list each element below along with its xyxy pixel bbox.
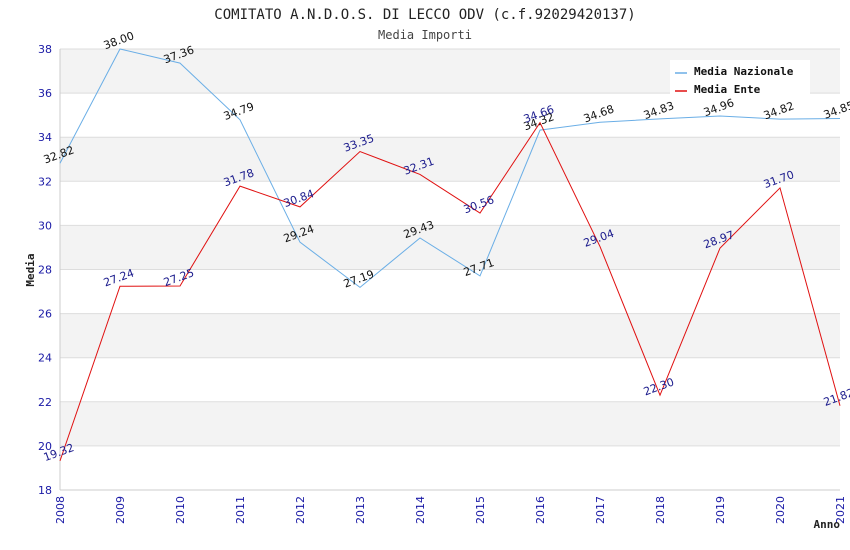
grid-bands — [59, 48, 840, 491]
x-tick-label: 2017 — [594, 496, 607, 524]
legend-box — [670, 60, 810, 98]
x-axis-ticks: 2008 2009 2010 2011 2012 2013 2014 2015 2016 2017… — [54, 496, 847, 524]
series-line-media-ente — [59, 121, 841, 462]
grid-band — [60, 313, 840, 358]
x-tick-label: 2009 — [114, 496, 127, 524]
y-tick-label: 32 — [38, 175, 52, 188]
legend-item-media-ente: Media Ente — [694, 83, 761, 96]
x-tick-label: 2019 — [714, 496, 727, 524]
x-tick-label: 2008 — [54, 496, 67, 524]
grid-band — [60, 445, 840, 490]
chart-title: COMITATO A.N.D.O.S. DI LECCO ODV (c.f.92… — [214, 7, 635, 23]
y-tick-label: 28 — [38, 264, 52, 277]
x-axis-label: Anno — [814, 518, 841, 531]
y-tick-label: 36 — [38, 87, 52, 100]
x-tick-label: 2018 — [654, 496, 667, 524]
grid-band — [60, 137, 840, 182]
x-tick-label: 2016 — [534, 496, 547, 524]
grid-band — [60, 401, 840, 446]
x-tick-label: 2020 — [774, 496, 787, 524]
y-axis-label: Media — [24, 253, 37, 286]
grid-band — [60, 181, 840, 226]
y-tick-label: 18 — [38, 484, 52, 497]
legend: Media Nazionale Media Ente — [670, 60, 810, 98]
y-tick-label: 22 — [38, 396, 52, 409]
grid-band — [60, 357, 840, 402]
series-line-media-nazionale — [59, 48, 841, 288]
x-tick-label: 2015 — [474, 496, 487, 524]
x-tick-label: 2011 — [234, 496, 247, 524]
y-tick-label: 34 — [38, 131, 52, 144]
grid-band — [60, 269, 840, 314]
x-tick-label: 2012 — [294, 496, 307, 524]
x-tick-label: 2010 — [174, 496, 187, 524]
x-tick-label: 2014 — [414, 496, 427, 524]
y-tick-label: 20 — [38, 440, 52, 453]
grid-band — [60, 93, 840, 138]
y-tick-label: 24 — [38, 352, 52, 365]
y-tick-label: 38 — [38, 43, 52, 56]
y-tick-label: 30 — [38, 219, 52, 232]
y-tick-label: 26 — [38, 308, 52, 321]
grid-band — [60, 225, 840, 270]
x-tick-label: 2021 — [834, 496, 847, 524]
y-axis-ticks: 18 20 22 24 26 28 30 32 34 36 38 — [38, 43, 52, 497]
chart-subtitle: Media Importi — [378, 28, 472, 42]
x-tick-label: 2013 — [354, 496, 367, 524]
series-group — [59, 48, 841, 462]
legend-item-media-nazionale: Media Nazionale — [694, 65, 794, 78]
